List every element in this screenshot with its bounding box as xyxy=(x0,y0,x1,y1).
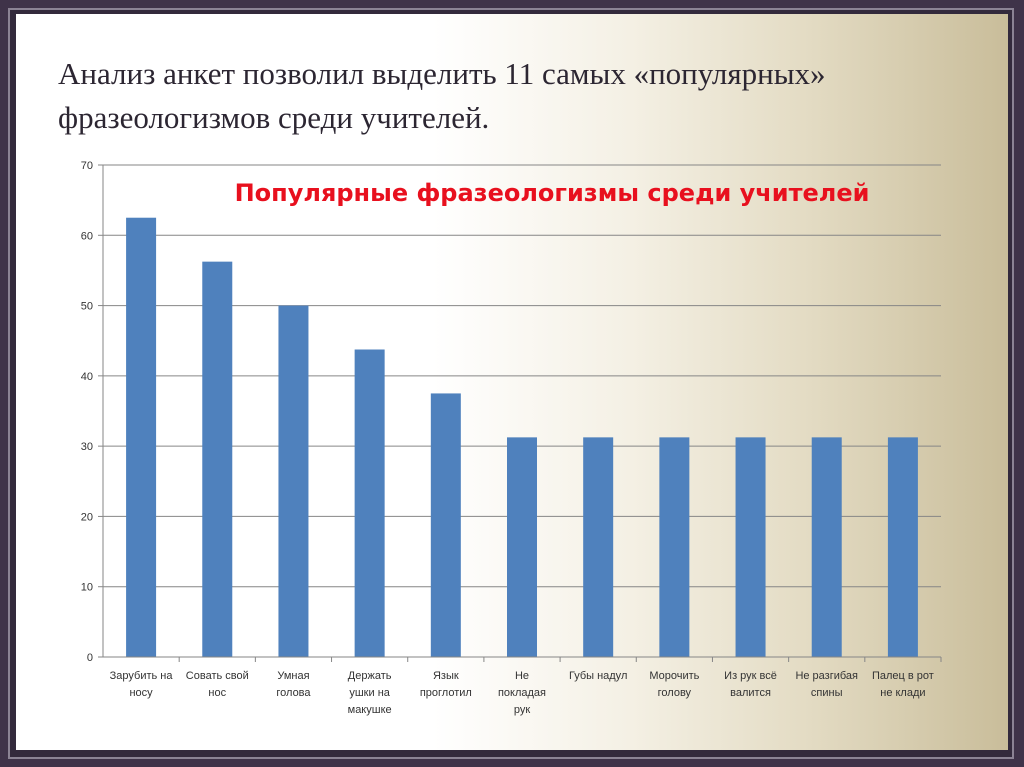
bar xyxy=(430,393,461,657)
bar xyxy=(126,217,157,657)
y-tick-label: 40 xyxy=(81,371,93,383)
y-tick-label: 60 xyxy=(81,230,93,242)
x-tick-label-line: Морочить xyxy=(649,670,699,682)
y-tick-label: 70 xyxy=(81,160,93,172)
bar xyxy=(887,437,918,657)
x-tick-label-line: носу xyxy=(129,687,153,699)
x-tick-label-line: нос xyxy=(208,687,226,699)
x-tick-label-line: валится xyxy=(730,687,771,699)
x-tick-label: Умная голова xyxy=(276,670,311,699)
bars xyxy=(126,217,918,657)
x-tick-label: Из рук всё валится xyxy=(724,670,777,699)
x-tick-label-line: Не xyxy=(515,670,529,682)
bar xyxy=(354,349,385,657)
axes: 0 10 20 30 40 50 60 70 Зарубить на носу Совать сво… xyxy=(81,160,942,716)
y-tick-label: 20 xyxy=(81,511,93,523)
bar xyxy=(659,437,690,657)
bar xyxy=(507,437,537,657)
chart-title: Популярные фразеологизмы среди учителей xyxy=(235,179,870,207)
x-tick-label-line: ушки на xyxy=(349,687,390,699)
x-tick-label: Не покладая рук xyxy=(498,670,546,716)
x-tick-label: Язык проглотил xyxy=(420,670,472,699)
slide: Анализ анкет позволил выделить 11 самых … xyxy=(16,14,1008,750)
x-tick-label-line: Губы надул xyxy=(569,670,627,682)
x-tick-label: Держать ушки на макушке xyxy=(348,670,392,716)
x-tick-label-line: Палец в рот xyxy=(872,670,934,682)
x-tick-label-line: Зарубить на xyxy=(110,670,174,682)
x-tick-label-line: Держать xyxy=(348,670,392,682)
bar xyxy=(735,437,766,657)
x-tick-label: Зарубить на носу xyxy=(110,670,174,699)
x-tick-label-line: покладая xyxy=(498,687,546,699)
x-tick-label-line: спины xyxy=(811,687,843,699)
x-tick-label-line: Умная xyxy=(277,670,309,682)
x-tick-label-line: Не разгибая xyxy=(795,670,858,682)
y-tick-label: 50 xyxy=(81,301,93,313)
x-tick-label-line: Совать свой xyxy=(186,670,249,682)
slide-title: Анализ анкет позволил выделить 11 самых … xyxy=(58,56,826,135)
x-tick-label-line: не клади xyxy=(880,687,925,699)
x-tick-label-line: голова xyxy=(276,687,311,699)
y-tick-label: 30 xyxy=(81,441,93,453)
x-tick-label-line: проглотил xyxy=(420,687,472,699)
y-tick-label: 0 xyxy=(87,652,93,664)
bar xyxy=(202,261,233,657)
x-tick-label: Морочить голову xyxy=(649,670,699,699)
x-tick-label-line: Из рук всё xyxy=(724,670,777,682)
x-tick-label-line: макушке xyxy=(348,704,392,716)
x-tick-label: Палец в рот не клади xyxy=(872,670,934,699)
y-tick-label: 10 xyxy=(81,582,93,594)
bar xyxy=(278,305,309,657)
x-tick-label-line: Язык xyxy=(433,670,459,682)
bar xyxy=(583,437,614,657)
x-tick-label-line: рук xyxy=(514,704,530,716)
x-tick-label-line: голову xyxy=(658,687,692,699)
bar-chart: 0 10 20 30 40 50 60 70 Зарубить на носу Совать сво… xyxy=(81,160,942,716)
bar xyxy=(811,437,842,657)
x-tick-label: Не разгибая спины xyxy=(795,670,858,699)
x-tick-label: Совать свой нос xyxy=(186,670,249,699)
x-tick-label: Губы надул xyxy=(569,670,627,682)
